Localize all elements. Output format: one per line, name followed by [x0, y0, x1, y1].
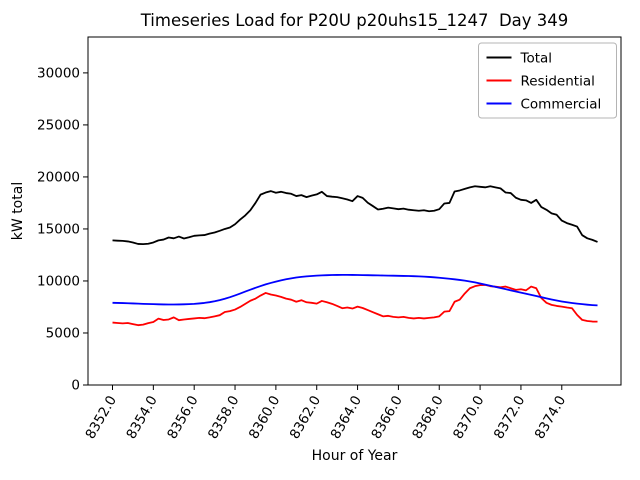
legend-label-residential: Residential [521, 73, 595, 89]
legend-label-total: Total [520, 50, 553, 66]
series-line-commercial [112, 273, 598, 307]
legend-label-commercial: Commercial [521, 96, 602, 112]
x-tick-label: 8364.0 [328, 393, 365, 442]
x-tick-label: 8352.0 [82, 393, 119, 442]
x-tick-label: 8354.0 [123, 393, 160, 442]
series-line-residential [112, 284, 598, 327]
x-tick-label: 8372.0 [491, 393, 528, 442]
y-axis-ticks: 0 5000 10000 15000 20000 25000 30000 [37, 66, 88, 394]
chart-title: Timeseries Load for P20U p20uhs15_1247 D… [140, 11, 569, 31]
legend-box [478, 42, 617, 119]
x-tick-label: 8360.0 [246, 393, 283, 442]
series-line-total [112, 185, 598, 246]
x-axis-ticks: 8352.0 8354.0 8356.0 8358.0 8360.0 8362.0 8364… [82, 385, 569, 442]
legend: Total Residential Commercial [478, 42, 617, 119]
y-axis-label: kW total [10, 182, 26, 240]
y-tick-label: 15000 [37, 222, 80, 238]
x-tick-label: 8368.0 [409, 393, 446, 442]
y-tick-label: 0 [71, 378, 80, 394]
series-lines [112, 185, 598, 327]
x-tick-label: 8374.0 [532, 393, 569, 442]
y-tick-label: 30000 [37, 66, 80, 82]
x-tick-label: 8362.0 [287, 393, 324, 442]
x-tick-label: 8366.0 [368, 393, 405, 442]
y-tick-label: 10000 [37, 274, 80, 290]
x-tick-label: 8358.0 [205, 393, 242, 442]
x-tick-label: 8356.0 [164, 393, 201, 442]
x-axis-label: Hour of Year [312, 448, 398, 464]
x-tick-label: 8370.0 [450, 393, 487, 442]
y-tick-label: 25000 [37, 118, 80, 134]
y-tick-label: 20000 [37, 170, 80, 186]
y-tick-label: 5000 [46, 326, 80, 342]
